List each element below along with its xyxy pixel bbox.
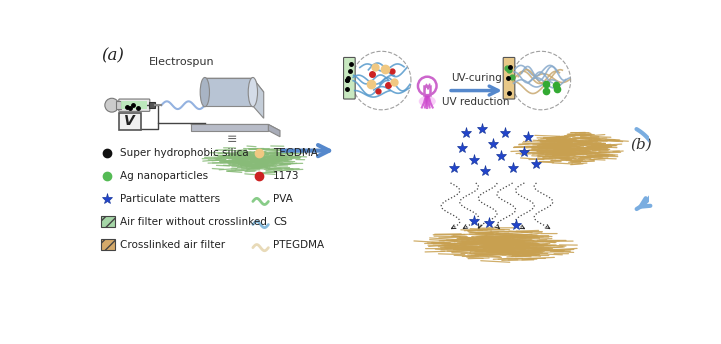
FancyBboxPatch shape	[503, 57, 515, 99]
Text: ≡: ≡	[226, 133, 237, 146]
Text: UV reduction: UV reduction	[442, 97, 510, 107]
FancyBboxPatch shape	[121, 101, 148, 109]
FancyBboxPatch shape	[149, 102, 155, 108]
Text: 1173: 1173	[273, 171, 299, 181]
FancyBboxPatch shape	[343, 57, 355, 99]
Text: Electrospun: Electrospun	[149, 57, 214, 67]
Text: Particulate matters: Particulate matters	[120, 194, 220, 204]
Text: (a): (a)	[101, 47, 124, 64]
Polygon shape	[191, 125, 268, 131]
Text: Air filter without crosslinked: Air filter without crosslinked	[120, 217, 267, 227]
FancyBboxPatch shape	[117, 101, 121, 109]
Text: (b): (b)	[630, 138, 652, 151]
Text: Super hydrophobic silica: Super hydrophobic silica	[120, 148, 248, 158]
Ellipse shape	[200, 77, 210, 107]
Text: PTEGDMA: PTEGDMA	[273, 240, 324, 250]
Text: Ag nanoparticles: Ag nanoparticles	[120, 171, 208, 181]
Text: TEGDMA: TEGDMA	[273, 148, 318, 158]
Ellipse shape	[419, 96, 435, 107]
Polygon shape	[205, 78, 264, 92]
Text: PVA: PVA	[273, 194, 293, 204]
Text: CS: CS	[273, 217, 287, 227]
FancyBboxPatch shape	[119, 113, 141, 130]
Polygon shape	[191, 125, 280, 131]
Text: UV-curing: UV-curing	[451, 73, 501, 83]
Bar	[101, 239, 115, 250]
FancyBboxPatch shape	[119, 99, 150, 111]
Polygon shape	[268, 125, 280, 137]
Text: V: V	[124, 114, 135, 128]
Polygon shape	[253, 78, 264, 118]
Circle shape	[105, 98, 119, 112]
Ellipse shape	[248, 77, 257, 107]
Bar	[101, 216, 115, 227]
Polygon shape	[205, 78, 253, 106]
Text: Crosslinked air filter: Crosslinked air filter	[120, 240, 225, 250]
